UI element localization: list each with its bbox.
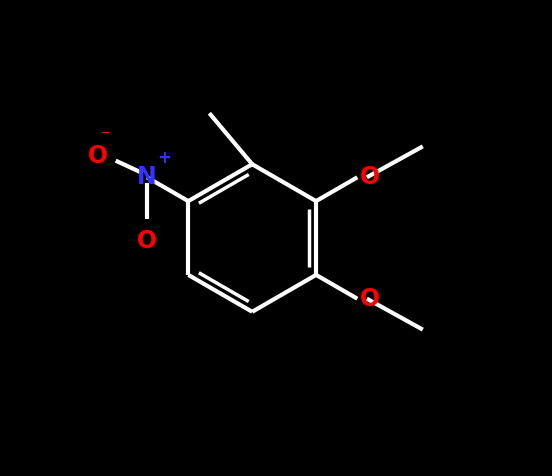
Text: O: O bbox=[360, 287, 380, 311]
Text: O: O bbox=[87, 144, 108, 168]
Text: N: N bbox=[137, 165, 157, 189]
Text: O: O bbox=[137, 228, 157, 253]
Text: +: + bbox=[157, 149, 172, 167]
Text: ⁻: ⁻ bbox=[100, 128, 110, 145]
Text: O: O bbox=[360, 165, 380, 189]
